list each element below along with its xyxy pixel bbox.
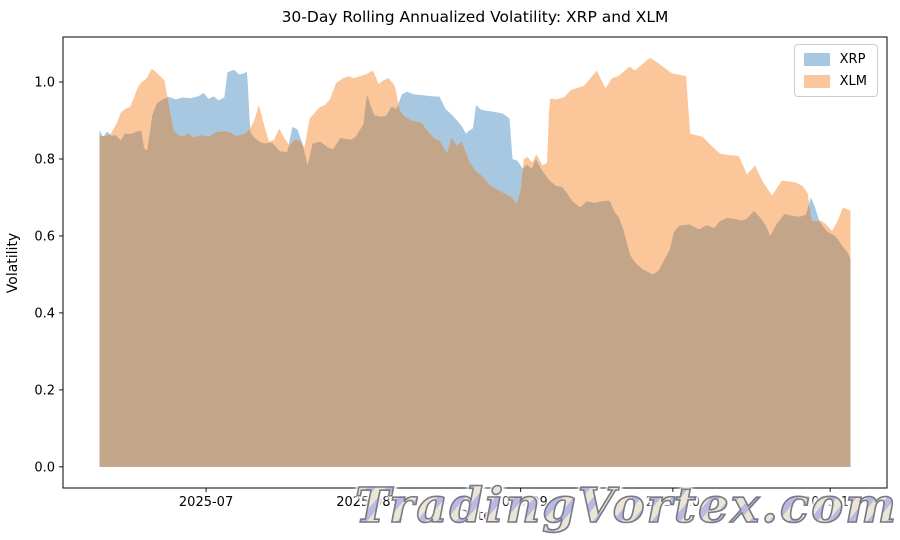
y-tick-label: 0.4 — [34, 306, 55, 321]
y-tick-label: 0.2 — [34, 383, 55, 398]
area-overlap — [99, 95, 851, 467]
y-tick-label: 1.0 — [34, 76, 55, 91]
y-axis-label: Volatility — [5, 232, 21, 294]
legend-label-xrp: XRP — [839, 52, 866, 67]
legend-item-xrp: XRP — [803, 52, 867, 67]
x-tick-label: 2025-07 — [179, 495, 233, 510]
xlm-swatch — [803, 75, 830, 88]
x-tick-label: 2025-11 — [803, 495, 857, 510]
chart-title: 30-Day Rolling Annualized Volatility: XR… — [281, 8, 669, 26]
legend-item-xlm: XLM — [803, 74, 867, 89]
xrp-swatch — [803, 53, 830, 66]
legend-label-xlm: XLM — [839, 74, 867, 89]
y-tick-label: 0.6 — [34, 229, 55, 244]
x-axis-label: Date — [458, 508, 492, 524]
plot-border — [62, 36, 888, 489]
x-tick-label: 2025-09 — [494, 495, 548, 510]
legend: XRP XLM — [793, 44, 878, 97]
x-tick-label: 2025-10 — [646, 495, 700, 510]
y-tick-label: 0.8 — [34, 152, 55, 167]
x-tick-label: 2025-08 — [336, 495, 390, 510]
y-tick-label: 0.0 — [34, 460, 55, 475]
